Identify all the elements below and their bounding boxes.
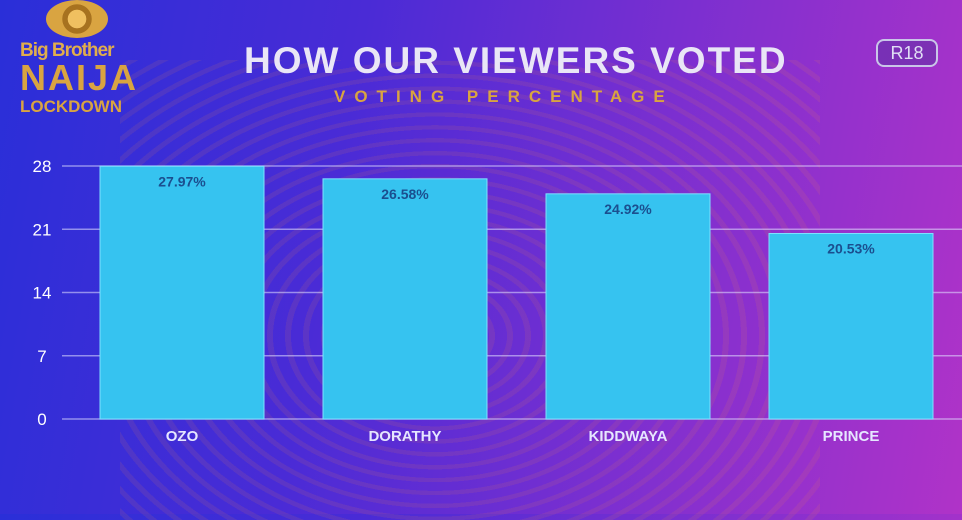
logo-line-1: Big Brother (20, 40, 114, 61)
chart-title: HOW OUR VIEWERS VOTED (244, 40, 788, 81)
age-rating-badge: R18 (876, 39, 938, 67)
logo-line-2: NAIJA (20, 57, 139, 98)
y-tick-label: 21 (33, 220, 52, 239)
eye-icon (46, 0, 108, 38)
data-label: 26.58% (381, 186, 429, 202)
y-tick-label: 0 (37, 410, 46, 429)
data-label: 27.97% (158, 173, 206, 189)
y-tick-label: 14 (33, 284, 52, 303)
chart-subtitle: VOTING PERCENTAGE (334, 87, 674, 106)
bar-kiddwaya (545, 193, 711, 420)
bar-prince (768, 232, 934, 420)
x-tick-label: KIDDWAYA (589, 428, 668, 445)
x-tick-label: DORATHY (368, 428, 441, 445)
data-label: 24.92% (604, 201, 652, 217)
bar-ozo (99, 165, 265, 420)
data-label: 20.53% (827, 240, 875, 256)
logo-line-3: LOCKDOWN (20, 97, 122, 116)
y-tick-label: 7 (37, 347, 46, 366)
show-logo: Big Brother NAIJA LOCKDOWN (18, 0, 136, 120)
y-tick-label: 28 (33, 157, 52, 176)
bar-dorathy (322, 178, 488, 420)
x-tick-label: PRINCE (823, 428, 880, 445)
x-tick-label: OZO (166, 428, 199, 445)
